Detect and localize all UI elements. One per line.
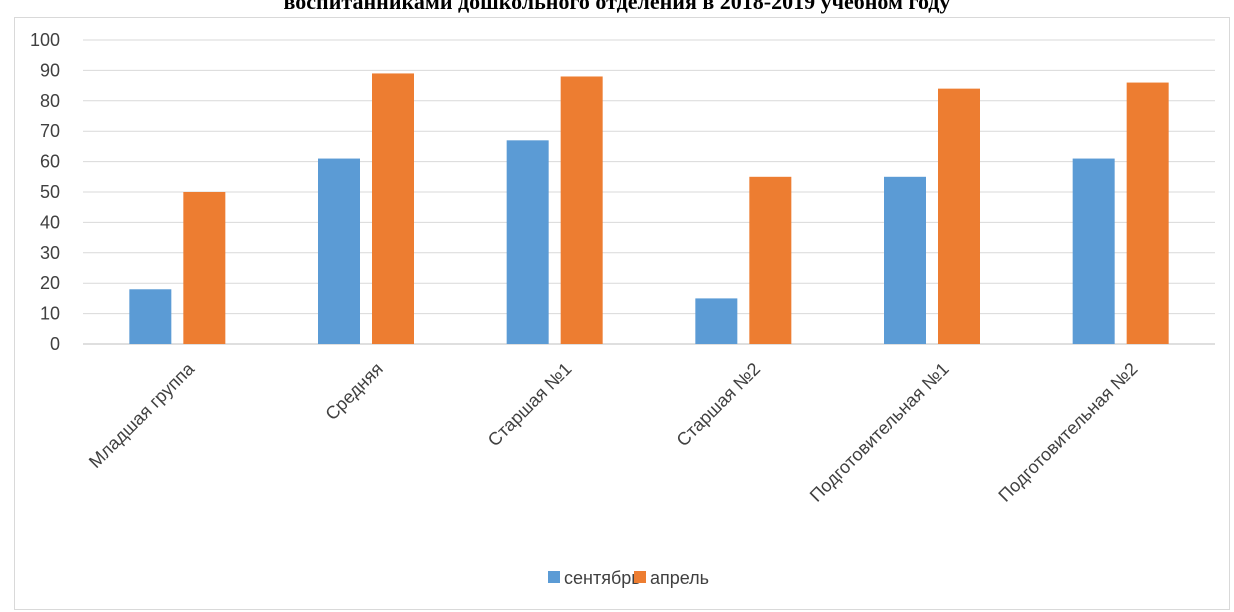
legend-label: апрель xyxy=(650,568,709,588)
y-tick-label: 60 xyxy=(40,152,60,172)
bar-april xyxy=(372,73,414,344)
bar-september xyxy=(1072,158,1115,344)
bar-april xyxy=(1126,82,1169,344)
y-tick-label: 100 xyxy=(30,30,60,50)
y-tick-label: 0 xyxy=(50,334,60,354)
x-tick-label: Младшая группа xyxy=(85,358,199,472)
y-tick-label: 70 xyxy=(40,121,60,141)
chart-title: воспитанниками дошкольного отделения в 2… xyxy=(283,0,951,14)
y-tick-label: 40 xyxy=(40,212,60,232)
y-tick-label: 20 xyxy=(40,273,60,293)
legend-label: сентябрь xyxy=(564,568,641,588)
legend-swatch xyxy=(634,571,646,583)
bar-april xyxy=(938,88,980,344)
x-tick-label: Старшая №1 xyxy=(484,359,576,451)
legend-swatch xyxy=(548,571,560,583)
chart-frame xyxy=(14,17,1230,610)
bar-april xyxy=(749,176,792,344)
y-tick-label: 10 xyxy=(40,304,60,324)
x-tick-label: Старшая №2 xyxy=(673,359,765,451)
bar-september xyxy=(318,158,360,344)
y-tick-label: 80 xyxy=(40,91,60,111)
bar-september xyxy=(129,289,172,344)
bar-april xyxy=(560,76,603,344)
bar-september xyxy=(506,140,549,344)
x-tick-label: Подготовительная №2 xyxy=(995,359,1142,506)
y-tick-label: 90 xyxy=(40,60,60,80)
y-tick-label: 30 xyxy=(40,243,60,263)
x-tick-label: Подготовительная №1 xyxy=(806,359,953,506)
y-tick-label: 50 xyxy=(40,182,60,202)
bar-april xyxy=(183,192,226,344)
bar-september xyxy=(884,176,926,344)
x-tick-label: Средняя xyxy=(321,359,386,424)
bar-september xyxy=(695,298,738,344)
